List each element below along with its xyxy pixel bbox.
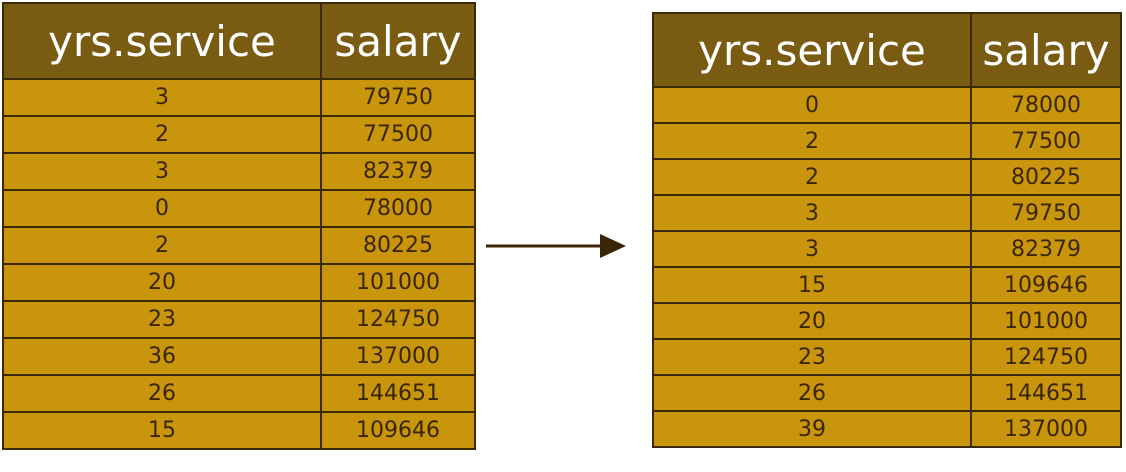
- yrs-service-cell: 2: [2, 226, 322, 265]
- table-row: 2 77500: [652, 122, 1122, 160]
- salary-cell: 80225: [320, 226, 476, 265]
- salary-cell: 77500: [320, 115, 476, 154]
- yrs-service-cell: 0: [652, 86, 972, 124]
- yrs-service-cell: 2: [652, 122, 972, 160]
- salary-cell: 109646: [320, 411, 476, 450]
- table-row: 26 144651: [652, 374, 1122, 412]
- header-row: yrs.service salary: [652, 12, 1122, 88]
- yrs-service-cell: 3: [652, 194, 972, 232]
- table-row: 26 144651: [2, 374, 476, 413]
- table-row: 23 124750: [652, 338, 1122, 376]
- salary-cell: 101000: [320, 263, 476, 302]
- table-row: 23 124750: [2, 300, 476, 339]
- table-row: 2 80225: [652, 158, 1122, 196]
- yrs-service-cell: 26: [652, 374, 972, 412]
- salary-cell: 77500: [970, 122, 1122, 160]
- salary-cell: 79750: [320, 78, 476, 117]
- salary-cell: 82379: [970, 230, 1122, 268]
- table-row: 0 78000: [2, 189, 476, 228]
- yrs-service-cell: 2: [652, 158, 972, 196]
- arrow-right-icon: [486, 234, 626, 258]
- salary-cell: 109646: [970, 266, 1122, 304]
- salary-cell: 144651: [320, 374, 476, 413]
- yrs-service-cell: 15: [652, 266, 972, 304]
- yrs-service-cell: 2: [2, 115, 322, 154]
- salary-cell: 78000: [320, 189, 476, 228]
- salary-cell: 101000: [970, 302, 1122, 340]
- before-table: yrs.service salary 3 79750 2 77500 3 823…: [2, 2, 476, 450]
- table-row: 3 79750: [2, 78, 476, 117]
- table-row: 20 101000: [652, 302, 1122, 340]
- salary-cell: 82379: [320, 152, 476, 191]
- table-row: 3 82379: [652, 230, 1122, 268]
- salary-cell: 80225: [970, 158, 1122, 196]
- yrs-service-cell: 0: [2, 189, 322, 228]
- table-row: 0 78000: [652, 86, 1122, 124]
- salary-cell: 124750: [970, 338, 1122, 376]
- salary-cell: 144651: [970, 374, 1122, 412]
- yrs-service-cell: 36: [2, 337, 322, 376]
- yrs-service-cell: 20: [2, 263, 322, 302]
- yrs-service-cell: 15: [2, 411, 322, 450]
- header-yrs-service: yrs.service: [2, 2, 322, 80]
- header-salary: salary: [970, 12, 1122, 88]
- salary-cell: 79750: [970, 194, 1122, 232]
- salary-cell: 124750: [320, 300, 476, 339]
- salary-cell: 137000: [970, 410, 1122, 448]
- salary-cell: 78000: [970, 86, 1122, 124]
- header-salary: salary: [320, 2, 476, 80]
- salary-cell: 137000: [320, 337, 476, 376]
- table-row: 36 137000: [2, 337, 476, 376]
- yrs-service-cell: 23: [652, 338, 972, 376]
- yrs-service-cell: 3: [2, 78, 322, 117]
- yrs-service-cell: 23: [2, 300, 322, 339]
- table-row: 3 82379: [2, 152, 476, 191]
- after-table: yrs.service salary 0 78000 2 77500 2 802…: [652, 12, 1122, 448]
- yrs-service-cell: 3: [652, 230, 972, 268]
- table-row: 39 137000: [652, 410, 1122, 448]
- yrs-service-cell: 3: [2, 152, 322, 191]
- table-row: 3 79750: [652, 194, 1122, 232]
- table-row: 2 80225: [2, 226, 476, 265]
- yrs-service-cell: 20: [652, 302, 972, 340]
- yrs-service-cell: 26: [2, 374, 322, 413]
- table-row: 15 109646: [652, 266, 1122, 304]
- header-row: yrs.service salary: [2, 2, 476, 80]
- yrs-service-cell: 39: [652, 410, 972, 448]
- header-yrs-service: yrs.service: [652, 12, 972, 88]
- table-row: 15 109646: [2, 411, 476, 450]
- table-row: 20 101000: [2, 263, 476, 302]
- table-row: 2 77500: [2, 115, 476, 154]
